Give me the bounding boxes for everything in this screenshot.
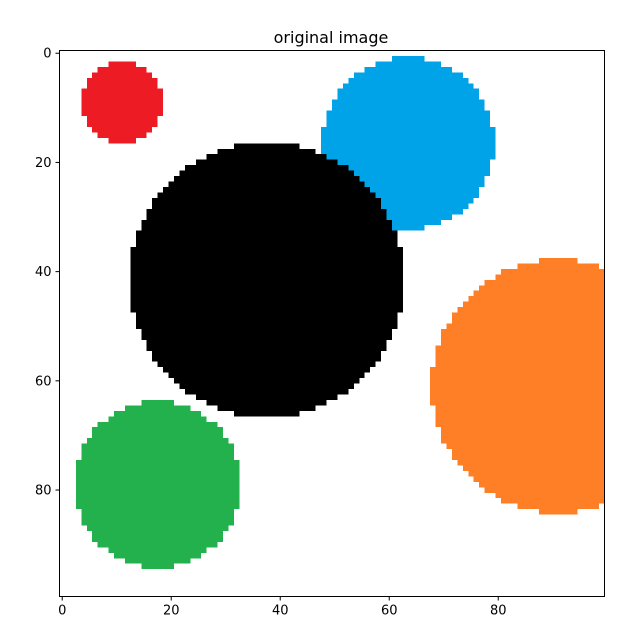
disk-5 — [75, 399, 240, 570]
x-tick-label: 20 — [163, 604, 180, 619]
y-tick-label: 20 — [35, 156, 52, 171]
x-tick-label: 40 — [272, 604, 289, 619]
y-tick-label: 80 — [35, 484, 52, 499]
y-tick-label: 0 — [43, 47, 51, 62]
disk-1 — [81, 61, 164, 144]
y-axis: 0 20 40 60 80 — [35, 47, 60, 499]
x-tick-label: 0 — [58, 604, 66, 619]
plot-area — [59, 50, 605, 597]
disk-3 — [130, 143, 403, 417]
x-tick-label: 60 — [381, 604, 398, 619]
y-tick-label: 60 — [35, 374, 52, 389]
y-tick-label: 40 — [35, 265, 52, 280]
x-tick-label: 80 — [490, 604, 507, 619]
disk-4 — [430, 257, 605, 515]
x-axis: 0 20 40 60 80 — [58, 596, 507, 619]
chart-title: original image — [274, 28, 389, 47]
plot-frame — [59, 50, 605, 597]
